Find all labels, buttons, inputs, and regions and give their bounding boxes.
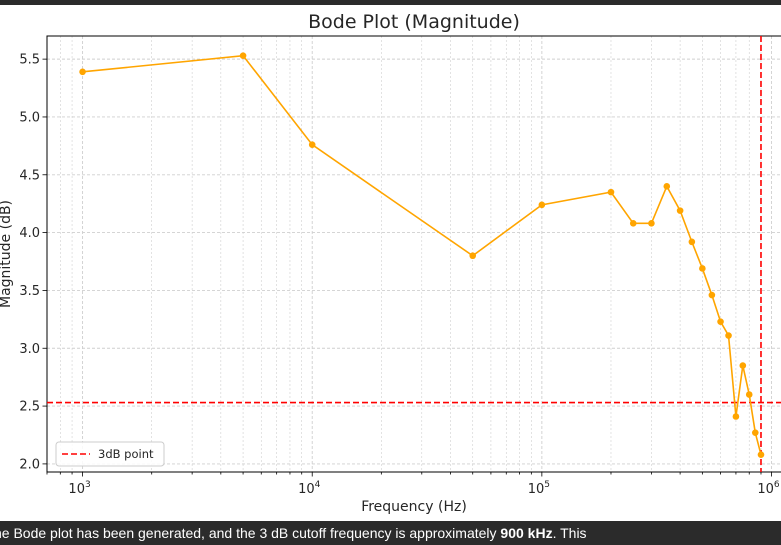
data-point (239, 52, 247, 59)
data-point (751, 429, 759, 436)
y-tick-label: 4.0 (19, 226, 40, 241)
data-point (739, 362, 747, 369)
y-tick-label: 2.0 (19, 457, 40, 472)
data-point (732, 413, 740, 420)
y-tick-label: 5.5 (19, 53, 40, 68)
legend-label: 3dB point (98, 447, 154, 461)
legend: 3dB point (55, 441, 165, 467)
data-point (607, 188, 615, 196)
data-point (699, 265, 706, 272)
plot-frame (46, 35, 781, 473)
y-tick-label: 4.5 (19, 168, 40, 183)
data-point (688, 238, 696, 246)
data-point (757, 451, 765, 458)
y-tick-label: 3.5 (19, 284, 40, 299)
data-point (648, 220, 655, 227)
legend-box (55, 441, 165, 467)
y-tick-label: 5.0 (19, 110, 40, 125)
data-point (629, 220, 637, 227)
data-point (538, 201, 546, 209)
data-point (717, 318, 724, 325)
magnitude-line (82, 54, 762, 455)
caption-highlight: 900 kHz (500, 525, 553, 541)
series (79, 52, 765, 458)
caption-text: he Bode plot has been generated, and the… (0, 525, 501, 541)
data-point (469, 252, 477, 260)
x-tick-label: 106 (757, 480, 780, 497)
data-point (725, 332, 732, 339)
chart-title: Bode Plot (Magnitude) (308, 11, 520, 33)
data-point (708, 291, 716, 299)
x-axis-ticks: 103 104 105 106 (46, 472, 780, 497)
y-tick-label: 3.0 (19, 342, 40, 357)
top-strip (0, 0, 781, 5)
data-point (663, 183, 671, 190)
data-point (676, 207, 684, 214)
data-point (308, 141, 316, 149)
data-point (79, 68, 86, 76)
caption-tail: . This (552, 525, 587, 541)
y-axis-label: Magnitude (dB) (0, 200, 14, 308)
bode-magnitude-chart: 103 104 105 106 2.0 2.5 3.0 3.5 4.0 4.5 5.0 5.5 Bo… (0, 11, 781, 515)
y-axis-ticks: 2.0 2.5 3.0 3.5 4.0 4.5 5.0 5.5 (19, 53, 47, 472)
x-tick-label: 104 (298, 480, 321, 497)
caption-bar: he Bode plot has been generated, and the… (0, 521, 781, 545)
data-point (745, 391, 753, 398)
grid (46, 36, 781, 472)
x-tick-label: 103 (68, 480, 90, 497)
x-axis-label: Frequency (Hz) (361, 499, 467, 515)
reference-lines (47, 36, 781, 472)
y-tick-label: 2.5 (19, 400, 40, 415)
x-tick-label: 105 (528, 480, 550, 497)
